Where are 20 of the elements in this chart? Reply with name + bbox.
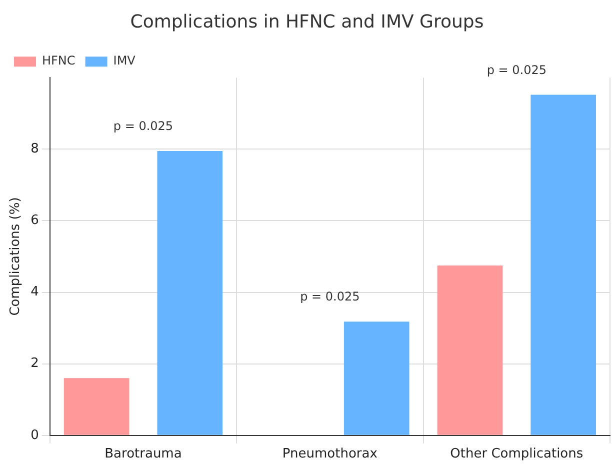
annotation: p = 0.025	[113, 119, 174, 134]
chart-title: Complications in HFNC and IMV Groups	[130, 11, 484, 32]
y-tick-label: 8	[30, 142, 39, 157]
bar	[157, 150, 223, 435]
annotation: p = 0.025	[300, 290, 360, 304]
legend-label: IMV	[113, 54, 136, 68]
x-tick-label: Other Complications	[450, 446, 584, 462]
text: p = 0.025	[486, 62, 546, 77]
bar	[530, 94, 596, 435]
bar	[64, 378, 130, 435]
bar	[344, 322, 410, 435]
y-tick-label: 2	[30, 356, 39, 372]
y-axis-title: Complications (%)	[8, 197, 24, 316]
bar	[437, 265, 503, 435]
x-tick-label: Barotrauma	[104, 446, 182, 462]
y-tick-label: 6	[30, 213, 39, 228]
y-tick-label: 0	[30, 428, 39, 443]
y-tick-label: 4	[30, 284, 39, 300]
x-tick-label: Pneumothorax	[282, 446, 378, 462]
legend-label: HFNC	[42, 54, 76, 68]
